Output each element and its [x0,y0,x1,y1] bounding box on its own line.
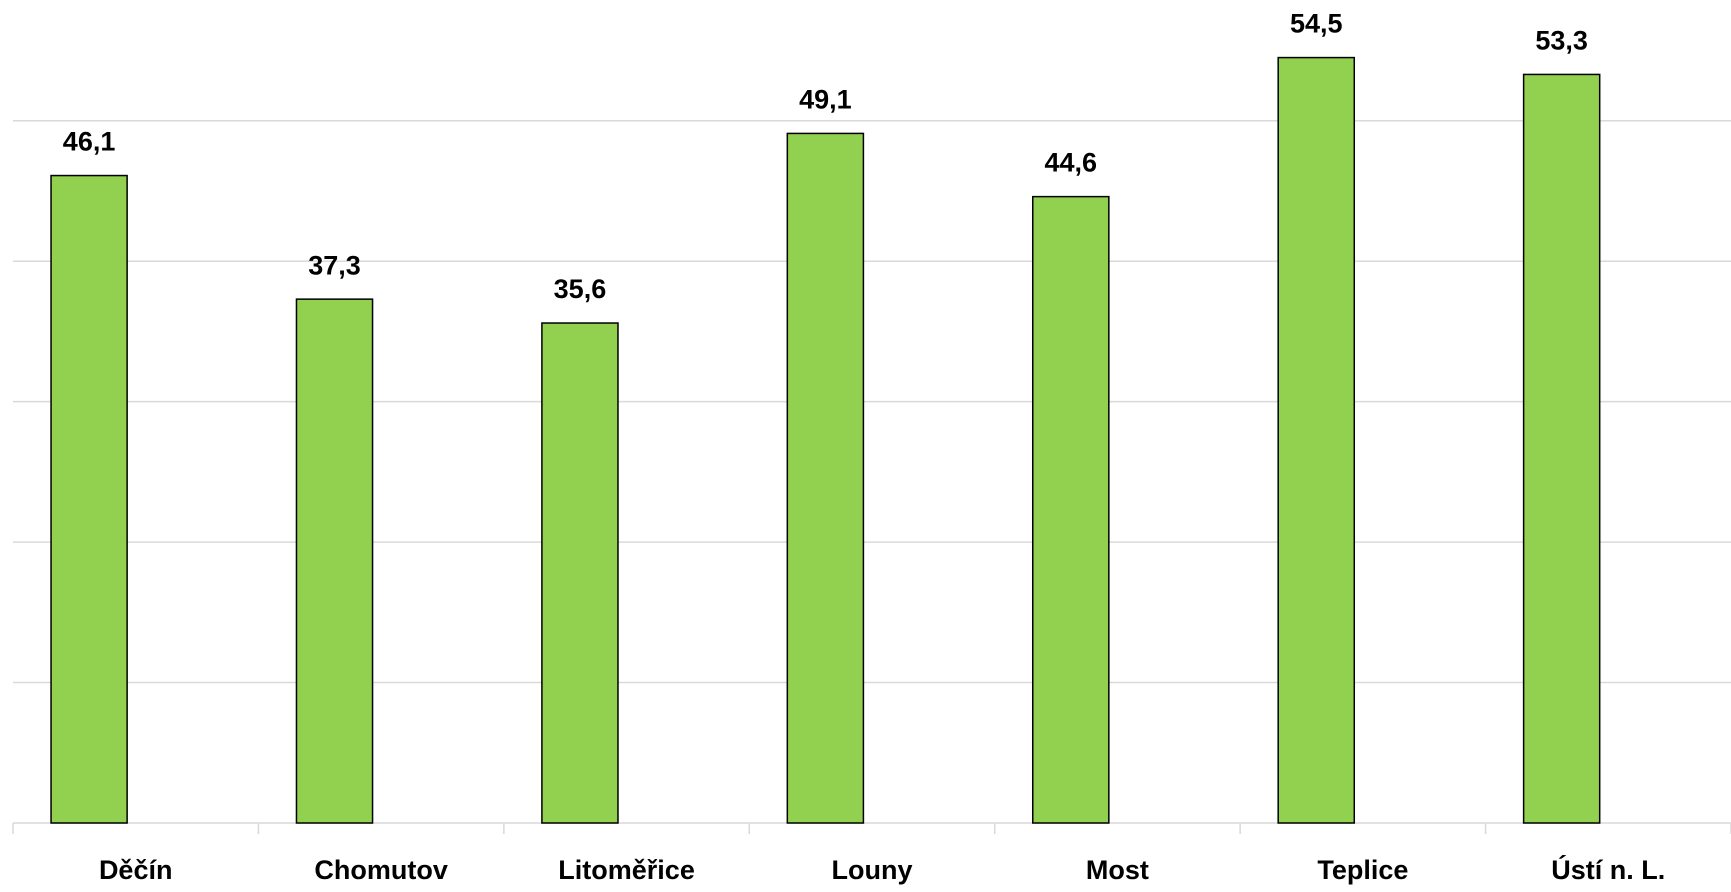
data-label: 49,1 [799,85,852,115]
data-label: 53,3 [1535,26,1588,56]
x-tick-label: Děčín [99,855,173,885]
bar [1277,56,1356,824]
data-label: 37,3 [308,250,361,280]
data-label: 54,5 [1290,9,1343,39]
data-label: 46,1 [63,127,116,157]
bar [541,322,619,824]
data-label: 35,6 [554,274,607,304]
x-tick-label: Ústí n. L. [1551,854,1665,885]
bar [786,132,865,824]
bar [1032,195,1110,824]
x-tick-label: Litoměřice [558,855,695,885]
x-tick-label: Louny [832,855,913,885]
x-tick-label: Chomutov [314,855,447,885]
bar [50,174,128,824]
data-label: 44,6 [1045,148,1098,178]
x-tick-label: Most [1086,855,1149,885]
x-tick-label: Teplice [1317,855,1408,885]
bar [1522,73,1601,824]
bar [295,298,374,824]
